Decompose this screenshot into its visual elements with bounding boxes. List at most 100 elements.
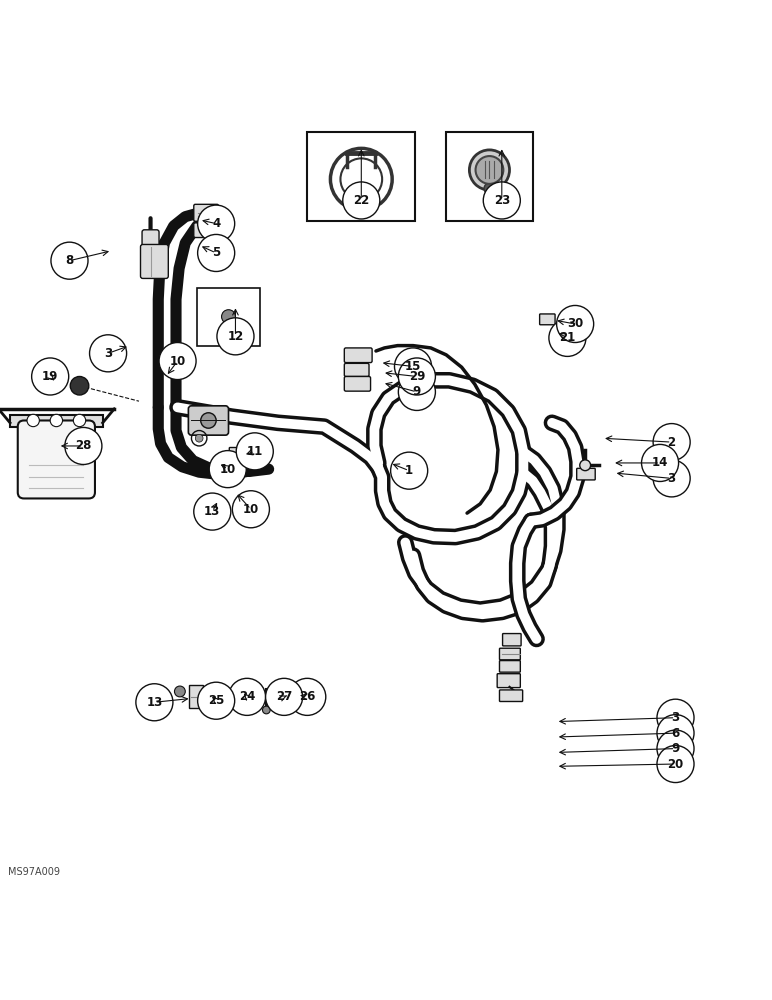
Text: 10: 10 xyxy=(219,463,236,476)
Bar xyxy=(10,415,103,427)
Text: 3: 3 xyxy=(672,711,679,724)
Bar xyxy=(446,132,533,221)
FancyBboxPatch shape xyxy=(194,204,218,221)
Circle shape xyxy=(232,491,269,528)
Bar xyxy=(307,132,415,221)
Circle shape xyxy=(657,730,694,767)
FancyBboxPatch shape xyxy=(499,648,520,660)
Circle shape xyxy=(642,444,679,481)
FancyBboxPatch shape xyxy=(499,661,520,672)
Circle shape xyxy=(51,242,88,279)
Text: 9: 9 xyxy=(672,742,679,755)
FancyBboxPatch shape xyxy=(229,448,250,458)
Text: 6: 6 xyxy=(672,727,679,740)
Circle shape xyxy=(398,373,435,410)
FancyBboxPatch shape xyxy=(540,314,555,325)
Circle shape xyxy=(289,678,326,715)
FancyBboxPatch shape xyxy=(188,406,229,435)
Bar xyxy=(206,685,220,708)
Text: 9: 9 xyxy=(413,385,421,398)
Circle shape xyxy=(201,413,216,428)
FancyBboxPatch shape xyxy=(344,348,372,363)
Circle shape xyxy=(549,319,586,356)
Circle shape xyxy=(657,745,694,783)
Circle shape xyxy=(90,335,127,372)
Text: 11: 11 xyxy=(246,445,263,458)
Text: 4: 4 xyxy=(212,217,220,230)
Circle shape xyxy=(653,460,690,497)
Circle shape xyxy=(217,318,254,355)
Text: 27: 27 xyxy=(276,690,293,703)
Circle shape xyxy=(198,205,235,242)
Text: 26: 26 xyxy=(299,690,316,703)
Circle shape xyxy=(222,310,235,324)
Text: 28: 28 xyxy=(75,439,92,452)
FancyBboxPatch shape xyxy=(344,376,371,391)
Text: 8: 8 xyxy=(66,254,73,267)
Circle shape xyxy=(484,183,495,194)
Text: 23: 23 xyxy=(493,194,510,207)
Text: 3: 3 xyxy=(668,472,676,485)
Circle shape xyxy=(394,348,432,385)
Text: 10: 10 xyxy=(242,503,259,516)
FancyBboxPatch shape xyxy=(280,681,288,691)
Circle shape xyxy=(266,678,303,715)
Text: 30: 30 xyxy=(567,317,584,330)
Circle shape xyxy=(261,449,269,457)
Text: 12: 12 xyxy=(227,330,244,343)
Text: 20: 20 xyxy=(667,758,684,771)
Text: 29: 29 xyxy=(408,370,425,383)
Text: 22: 22 xyxy=(353,194,370,207)
Circle shape xyxy=(657,715,694,752)
Circle shape xyxy=(65,427,102,464)
Circle shape xyxy=(159,343,196,380)
FancyBboxPatch shape xyxy=(18,420,95,498)
Circle shape xyxy=(343,182,380,219)
Circle shape xyxy=(279,705,290,715)
Circle shape xyxy=(657,699,694,736)
Text: 19: 19 xyxy=(42,370,59,383)
Text: 14: 14 xyxy=(652,456,669,469)
Bar xyxy=(197,288,260,346)
Text: 13: 13 xyxy=(204,505,221,518)
Bar xyxy=(189,685,203,708)
Circle shape xyxy=(483,182,520,219)
Circle shape xyxy=(70,376,89,395)
Text: 2: 2 xyxy=(668,436,676,449)
Text: 13: 13 xyxy=(146,696,163,709)
Circle shape xyxy=(198,682,235,719)
FancyBboxPatch shape xyxy=(497,674,520,688)
Circle shape xyxy=(262,706,270,714)
Circle shape xyxy=(73,414,86,427)
FancyBboxPatch shape xyxy=(194,223,214,238)
Text: 10: 10 xyxy=(169,355,186,368)
Circle shape xyxy=(391,452,428,489)
Text: 24: 24 xyxy=(239,690,256,703)
Circle shape xyxy=(50,414,63,427)
Circle shape xyxy=(236,433,273,470)
Circle shape xyxy=(194,493,231,530)
Circle shape xyxy=(229,678,266,715)
Circle shape xyxy=(469,150,510,190)
Circle shape xyxy=(198,234,235,271)
Text: 21: 21 xyxy=(559,331,576,344)
Text: MS97A009: MS97A009 xyxy=(8,867,59,877)
FancyBboxPatch shape xyxy=(141,244,168,278)
FancyBboxPatch shape xyxy=(142,230,159,259)
Circle shape xyxy=(557,305,594,343)
Text: 15: 15 xyxy=(405,360,422,373)
Text: 5: 5 xyxy=(212,246,220,259)
FancyBboxPatch shape xyxy=(503,634,521,646)
FancyBboxPatch shape xyxy=(577,468,595,480)
FancyBboxPatch shape xyxy=(499,690,523,701)
Circle shape xyxy=(136,684,173,721)
Circle shape xyxy=(32,358,69,395)
Circle shape xyxy=(174,686,185,697)
Text: 25: 25 xyxy=(208,694,225,707)
Circle shape xyxy=(580,460,591,471)
Circle shape xyxy=(476,156,503,184)
Circle shape xyxy=(209,451,246,488)
Text: 1: 1 xyxy=(405,464,413,477)
Circle shape xyxy=(195,434,203,442)
Circle shape xyxy=(27,414,39,427)
